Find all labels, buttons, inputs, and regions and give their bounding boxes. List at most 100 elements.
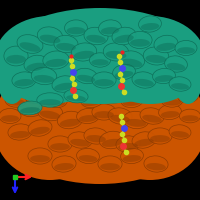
Ellipse shape [91,59,109,66]
Ellipse shape [71,43,97,61]
Ellipse shape [177,47,195,54]
Ellipse shape [126,119,146,127]
Ellipse shape [155,75,173,82]
Ellipse shape [132,72,156,88]
Ellipse shape [121,148,143,164]
Ellipse shape [8,124,32,140]
Ellipse shape [114,35,134,43]
Ellipse shape [20,107,40,115]
Ellipse shape [17,35,43,53]
Ellipse shape [25,88,47,104]
Ellipse shape [153,68,175,84]
Ellipse shape [169,125,191,139]
Ellipse shape [43,51,69,69]
Ellipse shape [143,47,169,65]
Ellipse shape [5,93,27,107]
Ellipse shape [141,89,163,103]
Ellipse shape [134,139,154,147]
Ellipse shape [130,39,150,47]
Ellipse shape [177,89,199,103]
Ellipse shape [40,35,60,43]
Ellipse shape [86,35,106,43]
Ellipse shape [57,111,83,129]
Ellipse shape [154,35,178,53]
Ellipse shape [0,72,200,184]
Ellipse shape [150,135,170,142]
Ellipse shape [161,111,179,118]
Ellipse shape [175,40,197,56]
Ellipse shape [14,79,34,86]
Ellipse shape [0,16,106,104]
Ellipse shape [167,63,185,70]
Ellipse shape [77,75,95,82]
Ellipse shape [79,115,97,122]
Ellipse shape [123,111,149,129]
Ellipse shape [106,51,126,59]
Ellipse shape [171,131,189,138]
Ellipse shape [108,108,132,124]
Ellipse shape [94,16,200,104]
Ellipse shape [94,76,200,180]
Ellipse shape [128,31,152,49]
Ellipse shape [54,35,78,53]
Ellipse shape [146,55,166,63]
Ellipse shape [77,108,99,124]
Ellipse shape [92,72,116,88]
Ellipse shape [17,99,43,117]
Ellipse shape [179,109,200,123]
Ellipse shape [94,111,114,118]
Ellipse shape [139,16,161,32]
Ellipse shape [103,43,129,61]
Ellipse shape [0,8,200,104]
Ellipse shape [146,163,166,170]
Ellipse shape [52,156,76,172]
Ellipse shape [4,46,28,66]
Ellipse shape [54,163,74,170]
Ellipse shape [113,64,135,80]
Ellipse shape [47,99,65,106]
Ellipse shape [110,115,130,123]
Ellipse shape [60,119,80,127]
Ellipse shape [164,84,200,156]
Ellipse shape [100,163,120,170]
Ellipse shape [40,111,60,119]
Ellipse shape [10,131,30,138]
Ellipse shape [37,103,63,121]
Ellipse shape [142,115,162,123]
Ellipse shape [101,89,123,103]
Ellipse shape [28,148,52,164]
Ellipse shape [39,99,61,106]
Ellipse shape [34,75,54,83]
Ellipse shape [172,40,200,104]
Ellipse shape [50,143,70,150]
Ellipse shape [165,56,187,72]
Ellipse shape [65,20,87,36]
Ellipse shape [179,95,197,101]
Ellipse shape [84,128,108,144]
Ellipse shape [64,89,88,103]
Ellipse shape [132,132,156,148]
Ellipse shape [112,27,136,45]
Ellipse shape [99,131,125,149]
Ellipse shape [45,59,67,67]
Ellipse shape [27,95,45,102]
Ellipse shape [37,93,63,107]
Ellipse shape [98,156,122,172]
Ellipse shape [66,95,86,101]
Ellipse shape [163,99,181,106]
Ellipse shape [0,76,106,180]
Ellipse shape [77,148,99,164]
Ellipse shape [148,128,172,144]
Ellipse shape [116,136,140,152]
Ellipse shape [134,79,154,87]
Ellipse shape [7,99,25,106]
Ellipse shape [28,120,52,136]
Ellipse shape [83,99,101,106]
Ellipse shape [119,51,145,69]
Ellipse shape [54,83,74,91]
Ellipse shape [86,135,106,142]
Ellipse shape [123,155,141,162]
Ellipse shape [94,79,114,86]
Ellipse shape [141,23,159,30]
Ellipse shape [121,92,143,108]
